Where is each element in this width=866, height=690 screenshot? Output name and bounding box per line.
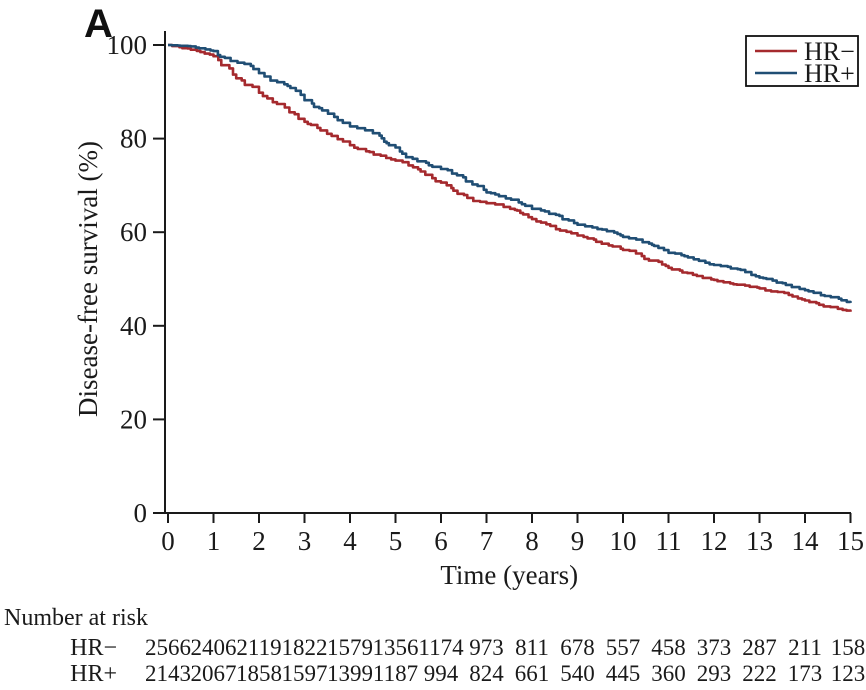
x-tick-label: 6 bbox=[434, 526, 448, 556]
risk-count: 994 bbox=[424, 661, 459, 686]
risk-count: 458 bbox=[651, 635, 686, 660]
y-tick-label: 80 bbox=[120, 124, 147, 154]
y-axis-title: Disease-free survival (%) bbox=[73, 141, 103, 417]
y-tick-label: 40 bbox=[120, 311, 147, 341]
x-tick-label: 12 bbox=[701, 526, 728, 556]
x-tick-label: 10 bbox=[610, 526, 637, 556]
risk-count: 287 bbox=[742, 635, 777, 660]
risk-count: 123 bbox=[831, 661, 866, 686]
legend-box bbox=[745, 35, 859, 87]
risk-count: 1356 bbox=[373, 635, 419, 660]
risk-count: 973 bbox=[469, 635, 504, 660]
y-tick-label: 20 bbox=[120, 404, 147, 434]
x-axis-title: Time (years) bbox=[440, 560, 578, 590]
risk-table-title: Number at risk bbox=[4, 605, 148, 631]
risk-count: 1579 bbox=[327, 635, 373, 660]
risk-count: 2143 bbox=[145, 661, 191, 686]
x-tick-label: 9 bbox=[571, 526, 585, 556]
y-tick-label: 60 bbox=[120, 217, 147, 247]
risk-count: 557 bbox=[606, 635, 641, 660]
x-tick-label: 1 bbox=[207, 526, 221, 556]
risk-count: 1858 bbox=[236, 661, 282, 686]
risk-count: 540 bbox=[560, 661, 595, 686]
risk-count: 360 bbox=[651, 661, 686, 686]
risk-count: 1187 bbox=[373, 661, 418, 686]
legend-label-hr-minus: HR− bbox=[804, 37, 855, 66]
risk-count: 445 bbox=[606, 661, 641, 686]
risk-count: 1822 bbox=[282, 635, 328, 660]
risk-count: 2119 bbox=[236, 635, 281, 660]
legend-label-hr-plus: HR+ bbox=[804, 59, 855, 88]
risk-count: 173 bbox=[788, 661, 823, 686]
y-tick-label: 100 bbox=[107, 30, 148, 60]
risk-count: 678 bbox=[560, 635, 595, 660]
risk-count: 824 bbox=[469, 661, 504, 686]
risk-count: 222 bbox=[742, 661, 777, 686]
risk-count: 1174 bbox=[418, 635, 464, 660]
x-tick-label: 0 bbox=[161, 526, 175, 556]
risk-count: 1597 bbox=[282, 661, 328, 686]
x-tick-label: 14 bbox=[792, 526, 820, 556]
risk-count: 158 bbox=[831, 635, 866, 660]
risk-count: 211 bbox=[788, 635, 822, 660]
risk-count: 2406 bbox=[191, 635, 237, 660]
x-tick-label: 11 bbox=[656, 526, 682, 556]
km-curve-hr-minus bbox=[168, 43, 852, 312]
risk-count: 2067 bbox=[191, 661, 237, 686]
risk-count: 373 bbox=[697, 635, 732, 660]
y-tick-label: 0 bbox=[134, 498, 148, 528]
x-tick-label: 15 bbox=[837, 526, 864, 556]
risk-count: 1399 bbox=[327, 661, 373, 686]
risk-count: 2566 bbox=[145, 635, 191, 660]
km-curve-hr-plus bbox=[168, 43, 852, 304]
risk-count: 293 bbox=[697, 661, 732, 686]
risk-row-label: HR+ bbox=[70, 661, 117, 687]
x-tick-label: 5 bbox=[389, 526, 403, 556]
x-tick-label: 8 bbox=[525, 526, 539, 556]
x-tick-label: 3 bbox=[298, 526, 312, 556]
x-tick-label: 7 bbox=[480, 526, 494, 556]
risk-row-label: HR− bbox=[70, 635, 117, 661]
panel-label: A bbox=[84, 2, 113, 46]
risk-count: 661 bbox=[515, 661, 550, 686]
x-tick-label: 13 bbox=[746, 526, 773, 556]
risk-count: 811 bbox=[515, 635, 549, 660]
x-tick-label: 4 bbox=[343, 526, 357, 556]
x-tick-label: 2 bbox=[252, 526, 266, 556]
